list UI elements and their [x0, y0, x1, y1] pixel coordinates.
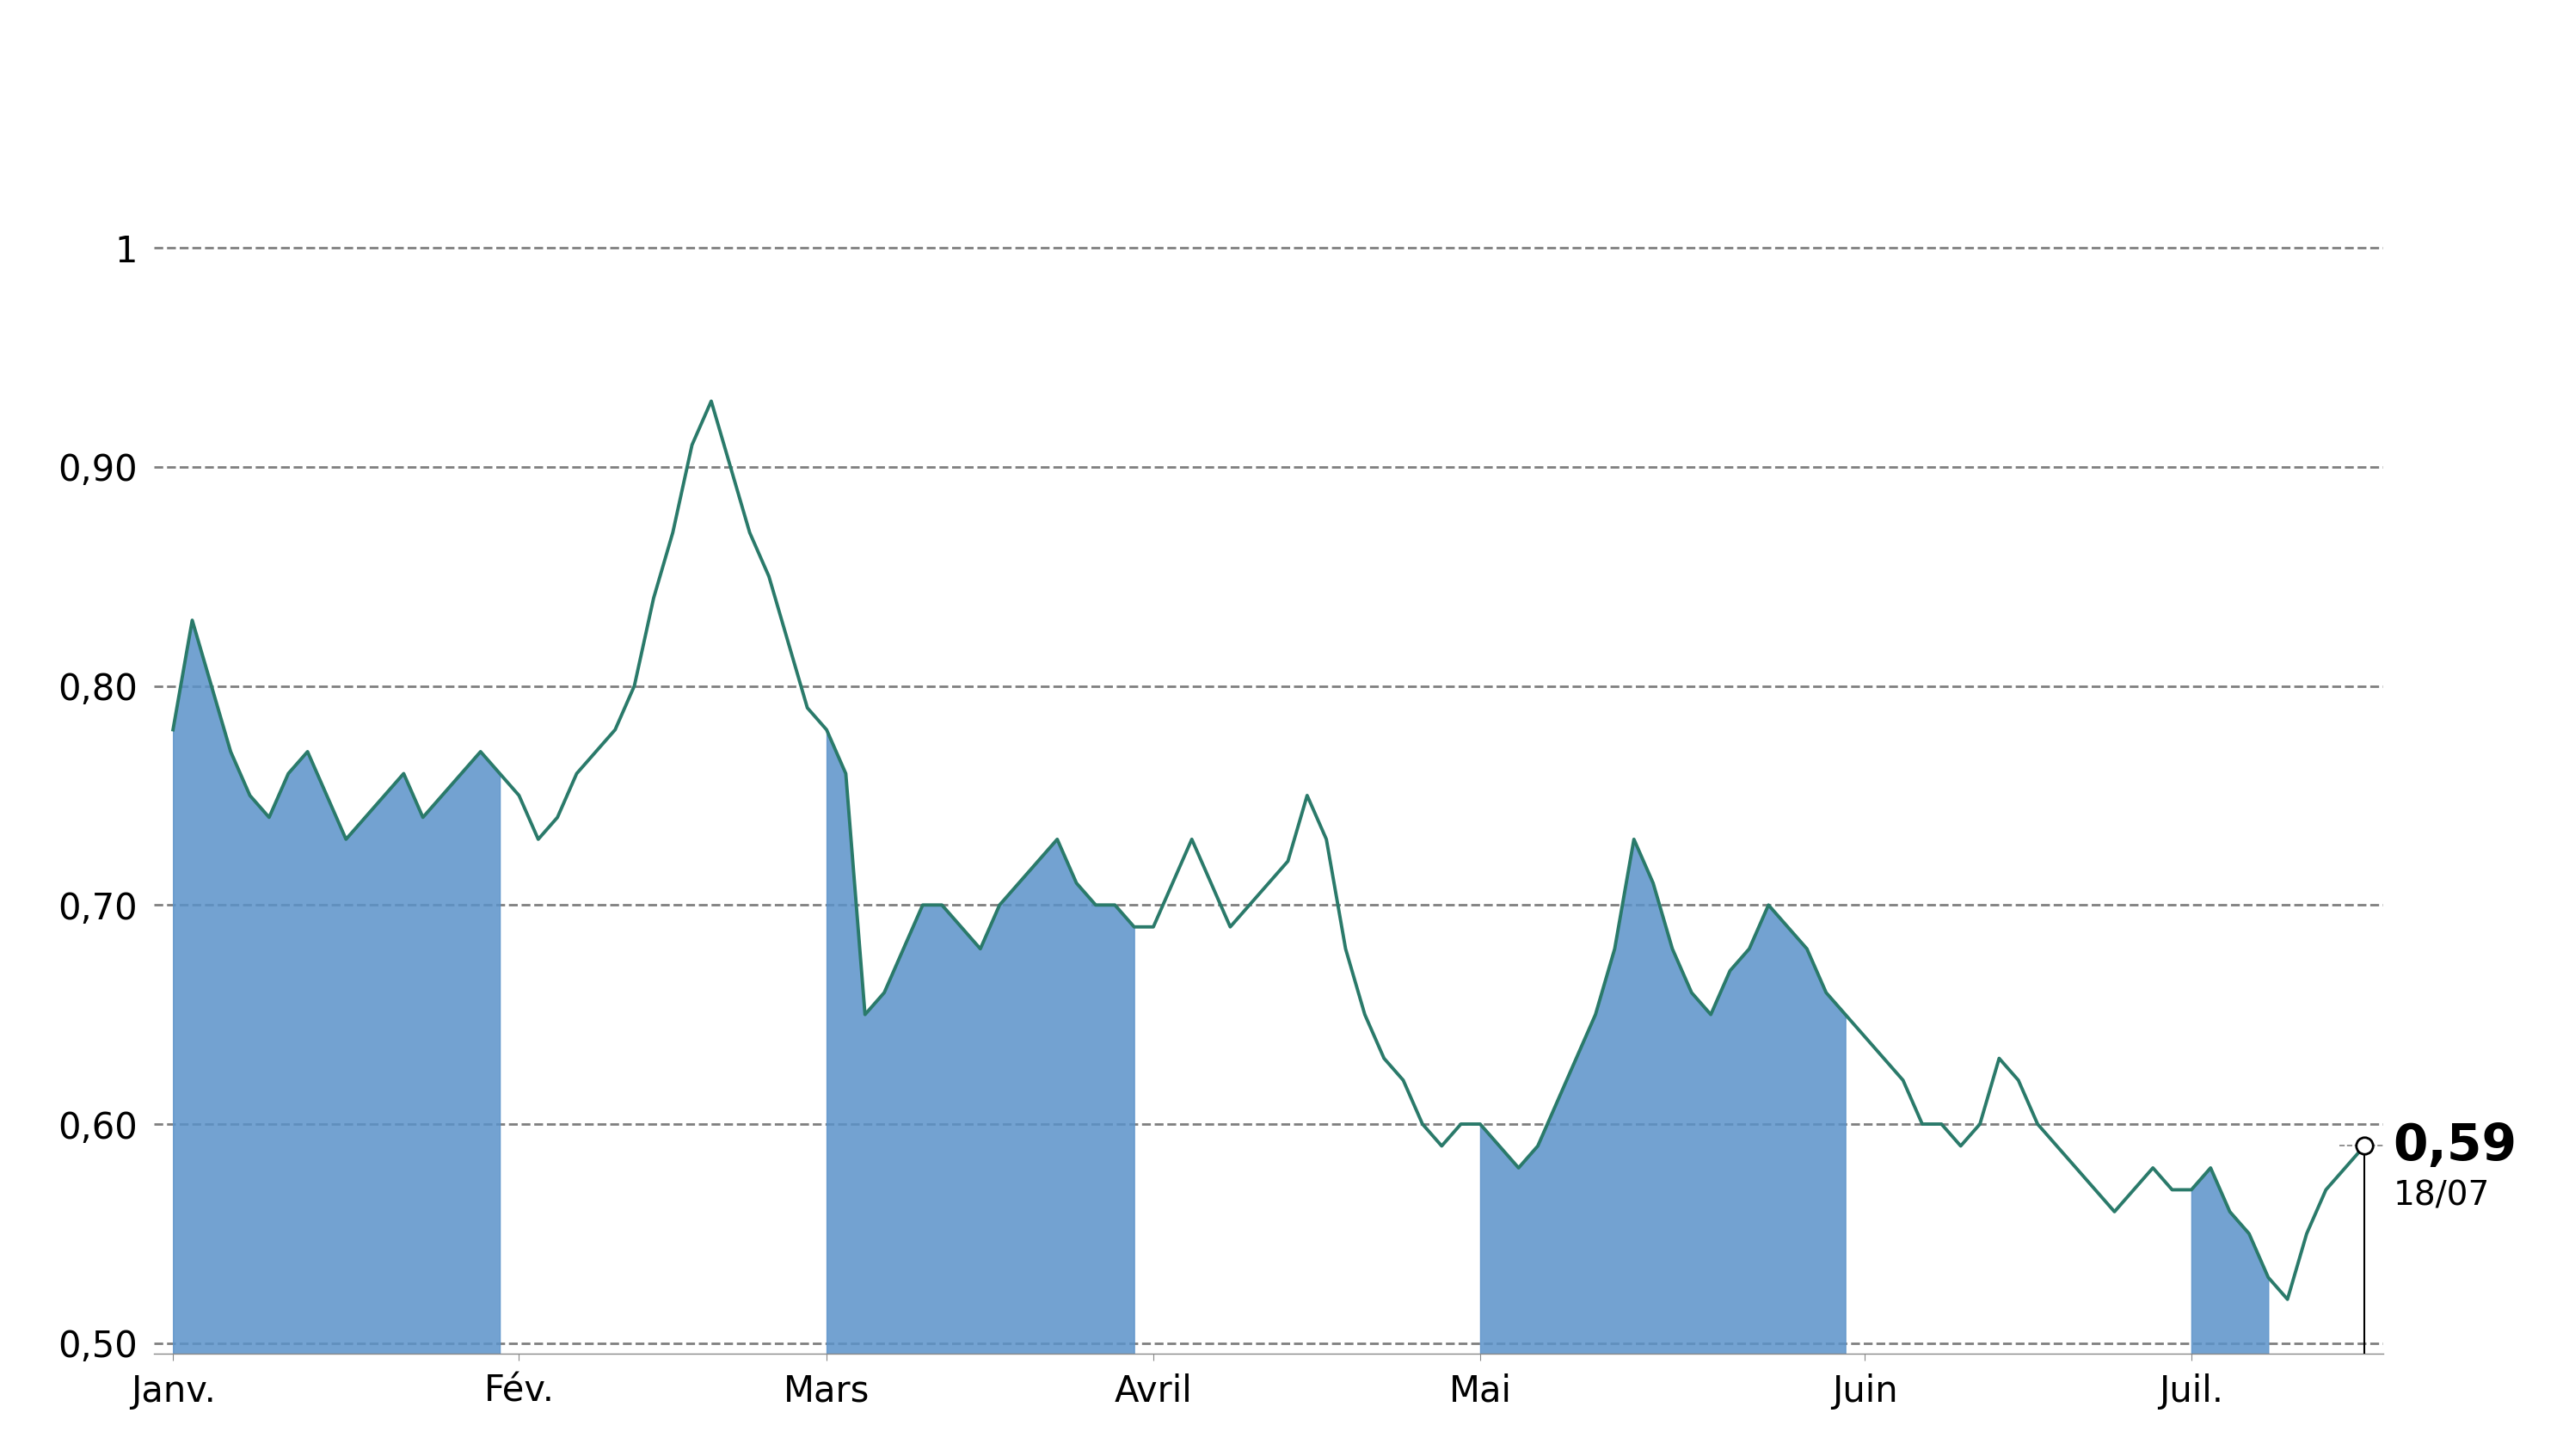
Text: INTEGRAGEN: INTEGRAGEN: [933, 23, 1630, 115]
Text: 0,59: 0,59: [2394, 1121, 2517, 1171]
Text: 18/07: 18/07: [2394, 1179, 2489, 1211]
